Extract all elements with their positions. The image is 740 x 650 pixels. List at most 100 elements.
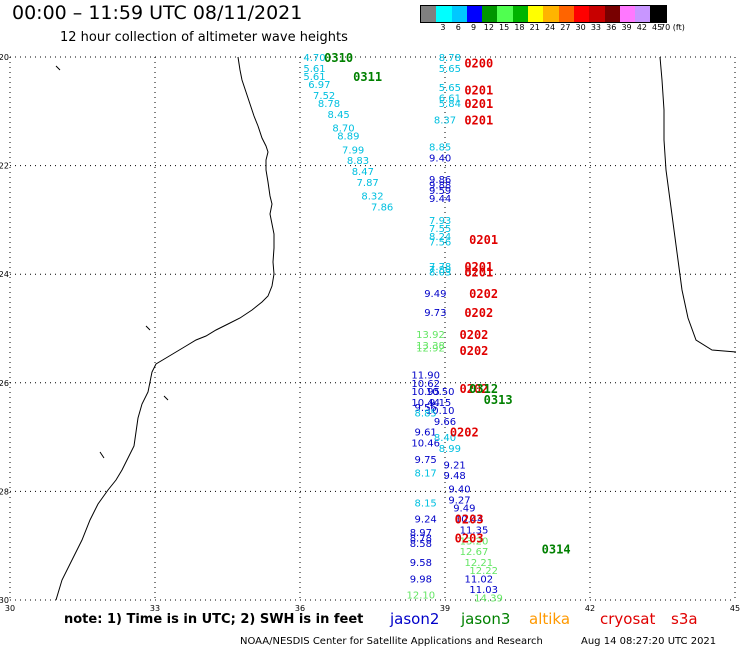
pass-time-label: 0313 (484, 393, 513, 407)
pass-time-label: 0201 (469, 233, 498, 247)
satellite-legend-s3a: s3a (671, 610, 698, 628)
scale-swatch (466, 6, 483, 22)
wave-height-value: 11.90 (411, 371, 440, 382)
pass-time-label: 0314 (542, 542, 571, 556)
wave-height-value: 10.62 (411, 379, 440, 390)
scale-swatch (436, 6, 452, 22)
color-scale-bar (420, 5, 667, 23)
wave-height-value: 8.24 (429, 232, 451, 243)
wave-height-value: 8.78 (410, 534, 432, 545)
map-title: 00:00 – 11:59 UTC 08/11/2021 (12, 2, 303, 24)
lat-tick-label: -26 (0, 379, 9, 388)
satellite-legend-cryosat: cryosat (600, 610, 656, 628)
wave-height-value: 10.46 (411, 439, 440, 450)
wave-height-value: 8.89 (337, 132, 359, 143)
wave-height-value: 11.03 (469, 585, 498, 596)
coastlines (55, 56, 737, 601)
lon-tick-label: 39 (440, 604, 450, 613)
scale-swatch (528, 6, 544, 22)
wave-height-value: 8.83 (347, 156, 369, 167)
wave-height-value: 9.24 (415, 515, 437, 526)
wave-height-value: 8.40 (434, 433, 456, 444)
credit-line: NOAA/NESDIS Center for Satellite Applica… (240, 636, 543, 647)
scale-label: 9 (471, 23, 477, 32)
wave-height-value: 9.59 (429, 186, 451, 197)
wave-height-value: 8.58 (410, 539, 432, 550)
wave-height-value: 9.49 (453, 504, 475, 515)
wave-height-value: 7.86 (371, 202, 393, 213)
wave-height-value: 5.65 (439, 83, 461, 94)
pass-time-label: 0201 (464, 97, 493, 111)
wave-height-value: 9.75 (415, 455, 437, 466)
scale-swatch (619, 6, 636, 22)
wave-height-value: 9.44 (429, 194, 451, 205)
wave-height-value: 7.93 (429, 216, 451, 227)
wave-height-value: 9.49 (424, 289, 446, 300)
wave-height-value: 7.99 (342, 145, 364, 156)
scale-swatch (635, 6, 651, 22)
wave-height-value: 7.56 (429, 238, 451, 249)
wave-height-value: 9.88 (429, 181, 451, 192)
wave-height-value: 8.32 (361, 191, 383, 202)
pass-time-label: 0203 (455, 532, 484, 546)
wave-height-value: 11.35 (460, 525, 489, 536)
scale-label: 39 (621, 23, 632, 32)
pass-time-label: 0202 (460, 344, 489, 358)
wave-height-value: 10.95 (411, 387, 440, 398)
wave-height-value: 10.50 (426, 387, 455, 398)
wave-height-value: 8.45 (328, 110, 350, 121)
wave-height-value: 6.61 (439, 94, 461, 105)
pass-time-label: 0202 (450, 426, 479, 440)
coastal-inland-marks (55, 65, 169, 459)
wave-height-value: 12.21 (465, 558, 494, 569)
scale-swatch (421, 6, 437, 22)
pass-time-label: 0202 (469, 287, 498, 301)
wave-height-value: 9.56 (415, 403, 437, 414)
wave-height-value: 12.10 (407, 591, 436, 602)
wave-height-value: 8.85 (429, 143, 451, 154)
mozambique-coastline (55, 56, 275, 601)
wave-height-value: 8.99 (439, 444, 461, 455)
wave-height-value: 8.15 (415, 498, 437, 509)
wave-height-value: 10.44 (455, 515, 484, 526)
wave-height-value: 9.21 (444, 460, 466, 471)
lat-lon-grid (9, 56, 736, 601)
madagascar-coastline (659, 56, 737, 353)
wave-height-value: 5.65 (439, 64, 461, 75)
wave-height-value: 9.61 (415, 428, 437, 439)
wave-height-value: 10.10 (426, 406, 455, 417)
wave-height-value: 11.02 (465, 574, 494, 585)
scale-swatch (451, 6, 467, 22)
satellite-legend-jason3: jason3 (461, 610, 511, 628)
wave-height-observations: 4.705.615.616.977.528.788.458.708.897.99… (303, 53, 502, 604)
wave-height-value: 9.40 (429, 153, 451, 164)
scale-label: 18 (514, 23, 525, 32)
wave-height-value: 8.70 (332, 124, 354, 135)
scale-swatch (497, 6, 513, 22)
wave-height-value: 8.78 (439, 53, 461, 64)
wave-height-value: 9.15 (429, 398, 451, 409)
pass-time-label: 0310 (324, 51, 353, 65)
scale-label: 12 (483, 23, 494, 32)
scale-swatch (589, 6, 605, 22)
wave-height-value: 5.84 (439, 99, 461, 110)
wave-height-value: 12.92 (416, 344, 445, 355)
wave-height-value: 7.52 (313, 91, 335, 102)
satellite-legend-jason2: jason2 (390, 610, 440, 628)
scale-label: 33 (590, 23, 602, 32)
scale-label: 24 (544, 23, 556, 32)
pass-time-label: 0201 (464, 260, 493, 274)
scale-swatch (604, 6, 620, 22)
wave-height-value: 9.86 (429, 175, 451, 186)
wave-height-value: 8.97 (410, 528, 432, 539)
scale-label: 30 (575, 23, 586, 32)
lon-tick-label: 36 (295, 604, 305, 613)
scale-swatch (482, 6, 498, 22)
wave-height-value: 9.98 (410, 574, 432, 585)
wave-height-value: 9.58 (410, 558, 432, 569)
scale-swatch (512, 6, 529, 22)
pass-time-label: 0203 (455, 513, 484, 527)
footer-note: note: 1) Time is in UTC; 2) SWH is in fe… (64, 612, 364, 627)
wave-height-value: 5.61 (303, 64, 325, 75)
pass-time-label: 0202 (460, 382, 489, 396)
